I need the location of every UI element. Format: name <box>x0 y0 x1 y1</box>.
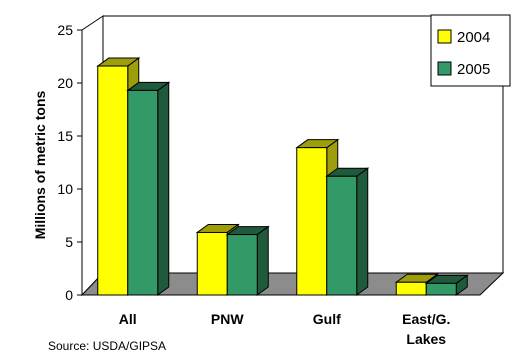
y-tick-label: 15 <box>57 128 73 144</box>
legend: 2004 2005 <box>430 14 511 87</box>
bar-2005-eastglakes <box>424 274 469 296</box>
x-tick-label: All <box>119 311 137 327</box>
bar-2005-all <box>126 81 171 296</box>
bar-front <box>127 89 159 296</box>
y-axis: 0 5 10 15 20 25 <box>57 22 83 303</box>
x-tick-label: Gulf <box>313 311 341 327</box>
source-note: Source: USDA/GIPSA <box>48 339 167 353</box>
y-tick-label: 10 <box>57 181 73 197</box>
legend-label: 2005 <box>457 61 490 78</box>
y-axis-label: Millions of metric tons <box>32 91 48 240</box>
bars-group <box>96 57 469 296</box>
bar-side <box>356 167 369 296</box>
bar-side <box>157 81 170 296</box>
bar-side <box>256 225 269 296</box>
x-tick-label: PNW <box>211 311 244 327</box>
y-tick-label: 5 <box>65 234 73 250</box>
y-tick-label: 20 <box>57 75 73 91</box>
bar-front <box>97 65 129 296</box>
bar-front <box>425 282 457 296</box>
bar-front <box>326 175 358 296</box>
x-tick-label: East/G. Lakes <box>402 311 450 347</box>
bar-front <box>395 281 427 296</box>
y-tick-label: 0 <box>65 287 73 303</box>
legend-label: 2004 <box>457 29 490 46</box>
legend-swatch <box>437 29 452 44</box>
bar-front <box>296 147 328 296</box>
x-axis-labels: All PNW Gulf East/G. Lakes <box>119 311 451 347</box>
bar-2005-gulf <box>325 167 370 296</box>
legend-swatch <box>437 61 452 76</box>
bar-front <box>196 231 228 296</box>
y-tick-label: 25 <box>57 22 73 38</box>
bar-front <box>226 234 258 296</box>
bar-2005-pnw <box>225 225 270 296</box>
